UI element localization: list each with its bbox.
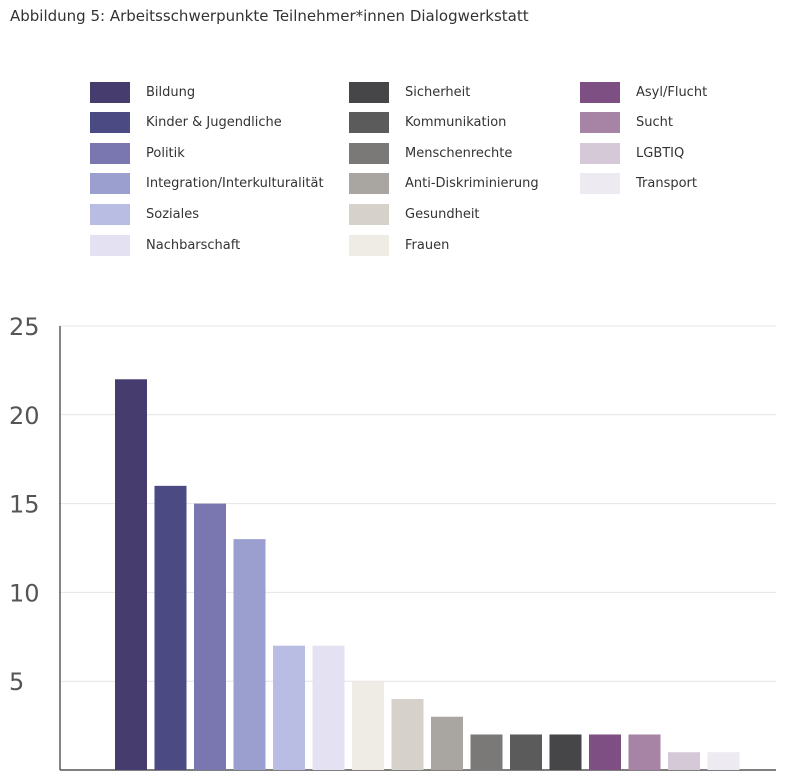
bar-integration-interkulturalität (233, 539, 266, 770)
legend-label: Frauen (405, 237, 450, 253)
bar-soziales (273, 645, 305, 770)
bar-transport (707, 752, 740, 770)
y-tick-label: 15 (9, 491, 40, 519)
legend-item: Asyl/Flucht (580, 81, 707, 103)
legend-label: Anti-Diskriminierung (405, 176, 539, 192)
legend-item: Sucht (580, 112, 673, 134)
legend-label: Bildung (146, 84, 196, 100)
y-tick-label: 10 (9, 579, 40, 607)
bar-kommunikation (510, 734, 542, 770)
legend-swatch (90, 234, 130, 256)
bar-asyl-flucht (589, 734, 621, 770)
legend-item: LGBTIQ (580, 142, 684, 164)
legend-label: Integration/Interkulturalität (146, 176, 324, 192)
legend-item: Menschenrechte (349, 142, 512, 164)
legend-item: Gesundheit (349, 203, 480, 225)
legend-label: Kinder & Jugendliche (146, 115, 282, 131)
legend-swatch (349, 142, 389, 164)
legend-swatch (90, 173, 130, 195)
legend-swatch (349, 112, 389, 134)
legend-item: Transport (580, 173, 697, 195)
y-tick-label: 25 (9, 313, 40, 341)
chart-title: Abbildung 5: Arbeitsschwerpunkte Teilneh… (10, 7, 529, 25)
legend-swatch (349, 81, 389, 103)
bar-gesundheit (391, 698, 424, 770)
bar-nachbarschaft (312, 645, 345, 770)
legend-item: Nachbarschaft (90, 234, 240, 256)
legend-swatch (349, 234, 389, 256)
legend-label: Asyl/Flucht (636, 84, 708, 100)
legend-label: LGBTIQ (636, 145, 685, 161)
legend-item: Anti-Diskriminierung (349, 173, 539, 195)
bar-lgbtiq (668, 752, 700, 770)
legend-label: Transport (636, 176, 698, 192)
legend-swatch (90, 112, 130, 134)
bar-kinder-jugendliche (154, 485, 187, 770)
legend-item: Kinder & Jugendliche (90, 112, 282, 134)
legend-item: Integration/Interkulturalität (90, 173, 324, 195)
legend-swatch (90, 81, 130, 103)
legend-swatch (349, 203, 389, 225)
legend-label: Kommunikation (405, 115, 507, 131)
legend-label: Gesundheit (405, 206, 480, 222)
legend-swatch (580, 81, 620, 103)
legend-label: Sucht (636, 115, 673, 131)
legend-item: Soziales (90, 203, 199, 225)
legend-label: Menschenrechte (405, 145, 513, 161)
bar-sucht (628, 734, 661, 770)
legend-swatch (580, 112, 620, 134)
legend-swatch (580, 142, 620, 164)
legend-label: Politik (146, 145, 185, 161)
legend-swatch (90, 142, 130, 164)
bar-bildung (115, 379, 147, 770)
legend-item: Frauen (349, 234, 449, 256)
bar-menschenrechte (470, 734, 503, 770)
bar-sicherheit (549, 734, 582, 770)
bar-frauen (352, 681, 384, 770)
y-tick-label: 20 (9, 402, 40, 430)
legend-swatch (349, 173, 389, 195)
legend-label: Nachbarschaft (146, 237, 241, 253)
legend-item: Sicherheit (349, 81, 470, 103)
bar-anti-diskriminierung (431, 716, 463, 770)
legend-swatch (90, 203, 130, 225)
bar-politik (194, 503, 226, 770)
legend-item: Bildung (90, 81, 195, 103)
y-tick-label: 5 (9, 668, 24, 696)
legend-item: Kommunikation (349, 112, 506, 134)
legend-swatch (580, 173, 620, 195)
legend-label: Sicherheit (405, 84, 471, 100)
legend-item: Politik (90, 142, 185, 164)
legend-label: Soziales (146, 206, 199, 222)
